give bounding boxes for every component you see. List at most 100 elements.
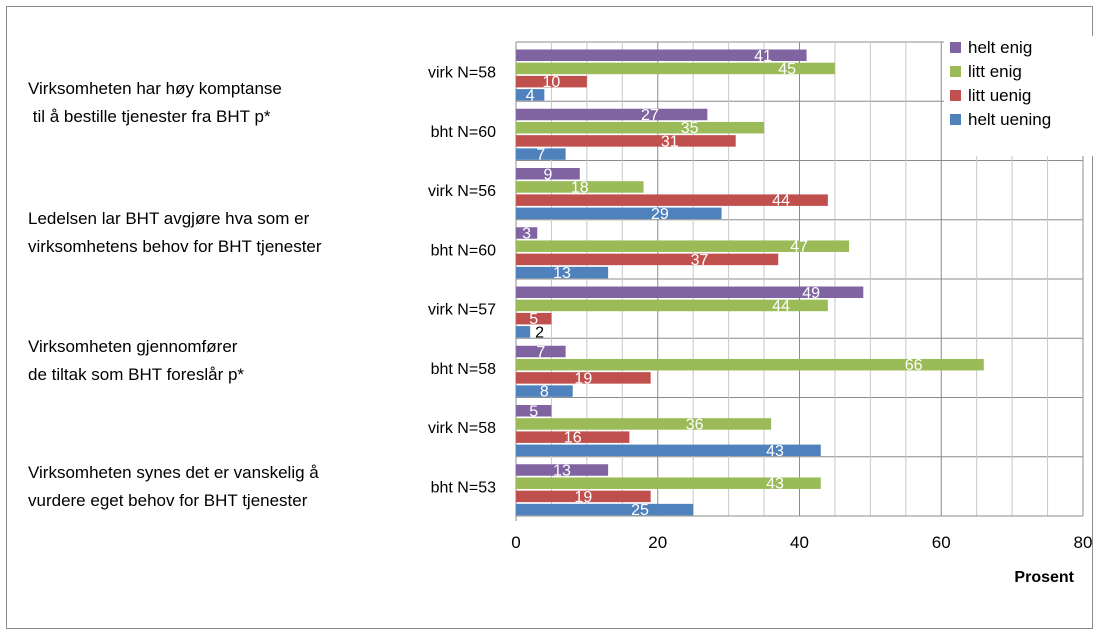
group-label-line: Virksomheten gjennomfører <box>28 337 238 356</box>
group-label-line: til å bestille tjenester fra BHT p* <box>28 107 271 126</box>
data-label: 13 <box>553 463 571 480</box>
legend-label: helt uening <box>968 110 1051 129</box>
bar-helt-enig <box>516 405 552 417</box>
group-label: Virksomheten har høy komptanse til å bes… <box>28 79 282 126</box>
data-label: 19 <box>574 489 592 506</box>
legend-swatch <box>950 90 961 101</box>
data-label: 7 <box>536 344 545 361</box>
bar-litt-uenig <box>516 431 630 443</box>
bar-helt-uening <box>516 89 545 101</box>
data-label: 4 <box>526 87 535 104</box>
data-label: 44 <box>772 193 790 210</box>
category-label: bht N=53 <box>431 479 496 496</box>
bar-litt-enig <box>516 477 821 489</box>
bar-helt-uening <box>516 207 722 220</box>
data-label: 27 <box>641 107 659 124</box>
legend-swatch <box>950 42 961 53</box>
data-label: 36 <box>686 416 704 433</box>
data-label: 3 <box>522 226 531 243</box>
bar-helt-enig <box>516 464 609 476</box>
data-label: 31 <box>661 133 679 150</box>
group-label: Ledelsen lar BHT avgjøre hva som er virks… <box>28 209 322 256</box>
x-tick-label: 80 <box>1074 533 1093 552</box>
data-label: 2 <box>535 324 544 341</box>
data-label: 5 <box>529 311 538 328</box>
x-tick-label: 20 <box>648 533 667 552</box>
bar-helt-enig <box>516 227 538 239</box>
data-label: 7 <box>536 147 545 164</box>
bar-helt-enig <box>516 345 566 358</box>
group-label-line: virksomhetens behov for BHT tjenester <box>28 237 322 256</box>
group-label-line: de tiltak som BHT foreslår p* <box>28 365 244 384</box>
bar-litt-uenig <box>516 135 736 147</box>
group-label-line: Virksomheten synes det er vanskelig å <box>28 463 319 482</box>
bar-litt-uenig <box>516 194 828 206</box>
bar-litt-enig <box>516 299 828 312</box>
group-label-line: vurdere eget behov for BHT tjenester <box>28 491 308 510</box>
data-label: 45 <box>778 61 796 78</box>
bar-litt-enig <box>516 62 835 75</box>
data-label: 37 <box>691 252 709 269</box>
x-tick-label: 0 <box>511 533 520 552</box>
bar-helt-uening <box>516 385 573 397</box>
data-label: 49 <box>802 285 820 302</box>
bar-helt-enig <box>516 108 708 121</box>
data-label: 43 <box>766 476 784 493</box>
data-label: 9 <box>543 166 552 183</box>
data-label: 25 <box>631 502 649 519</box>
data-label: 16 <box>564 430 582 447</box>
bar-litt-enig <box>516 358 984 371</box>
bar-helt-uening <box>516 444 821 457</box>
bar-helt-enig <box>516 286 864 298</box>
x-tick-label: 40 <box>790 533 809 552</box>
group-label-line: Ledelsen lar BHT avgjøre hva som er <box>28 209 310 228</box>
category-label: virk N=56 <box>428 183 496 200</box>
category-label: bht N=60 <box>431 242 496 259</box>
data-label: 13 <box>553 265 571 282</box>
legend-swatch <box>950 66 961 77</box>
data-label: 5 <box>529 403 538 420</box>
bar-litt-uenig <box>516 75 587 88</box>
bar-litt-enig <box>516 181 644 193</box>
legend-label: helt enig <box>968 38 1032 57</box>
category-label: bht N=58 <box>431 361 496 378</box>
x-tick-label: 60 <box>932 533 951 552</box>
legend-label: litt enig <box>968 62 1022 81</box>
bar-litt-uenig <box>516 312 552 325</box>
bar-helt-uening <box>516 326 531 338</box>
group-label: Virksomheten synes det er vanskelig å vur… <box>28 463 319 510</box>
category-label: virk N=57 <box>428 302 496 319</box>
data-label: 35 <box>681 120 699 137</box>
legend-background <box>944 36 1094 156</box>
legend-swatch <box>950 114 961 125</box>
bar-litt-enig <box>516 418 772 430</box>
legend-label: litt uenig <box>968 86 1031 105</box>
category-label: virk N=58 <box>428 65 496 82</box>
x-axis-title: Prosent <box>1014 569 1074 586</box>
bar-litt-enig <box>516 121 765 134</box>
bar-helt-enig <box>516 168 580 180</box>
bar-litt-enig <box>516 240 850 252</box>
data-label: 44 <box>772 298 790 315</box>
data-label: 43 <box>766 443 784 460</box>
bar-helt-enig <box>516 49 807 61</box>
category-label: virk N=58 <box>428 420 496 437</box>
bar-litt-uenig <box>516 490 651 503</box>
bar-helt-uening <box>516 148 566 160</box>
data-label: 8 <box>540 384 549 401</box>
data-label: 19 <box>574 370 592 387</box>
data-label: 47 <box>790 239 808 256</box>
bar-helt-uening <box>516 503 694 516</box>
bar-litt-uenig <box>516 253 779 266</box>
group-label-line: Virksomheten har høy komptanse <box>28 79 282 98</box>
group-label: Virksomheten gjennomfører de tiltak som B… <box>28 337 244 384</box>
data-label: 18 <box>571 179 589 196</box>
bar-litt-uenig <box>516 372 651 384</box>
data-label: 29 <box>651 206 669 223</box>
data-label: 10 <box>543 74 561 91</box>
data-label: 66 <box>905 357 923 374</box>
bar-helt-uening <box>516 266 609 279</box>
category-label: bht N=60 <box>431 124 496 141</box>
data-label: 41 <box>754 48 772 65</box>
